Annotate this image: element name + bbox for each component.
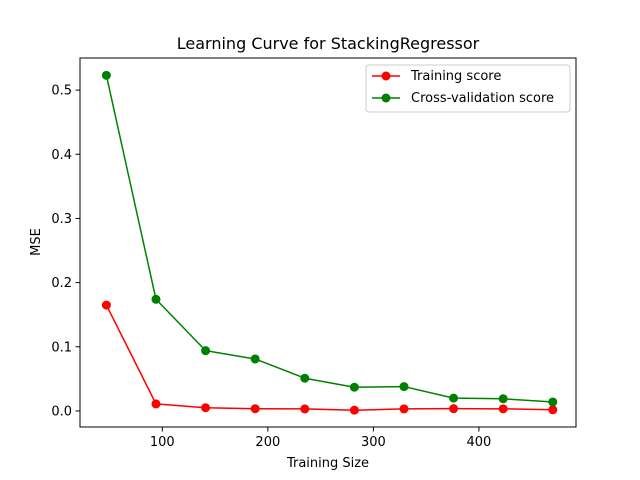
x-tick-label: 100 bbox=[150, 435, 175, 450]
data-point-cross-validation-score bbox=[349, 382, 359, 392]
x-axis: 100 200 300 400 bbox=[150, 427, 491, 450]
data-point-cross-validation-score bbox=[399, 382, 409, 392]
data-point-cross-validation-score bbox=[101, 70, 111, 80]
y-axis: 0.0 0.1 0.2 0.3 0.4 0.5 bbox=[51, 84, 80, 419]
x-tick-label: 400 bbox=[466, 435, 491, 450]
y-tick-label: 0.3 bbox=[51, 212, 72, 227]
y-tick-label: 0.4 bbox=[51, 148, 72, 163]
chart-title: Learning Curve for StackingRegressor bbox=[177, 34, 480, 53]
data-point-training-score bbox=[101, 300, 111, 310]
data-point-training-score bbox=[201, 403, 211, 413]
data-point-training-score bbox=[300, 404, 310, 414]
data-point-training-score bbox=[151, 399, 161, 409]
data-point-cross-validation-score bbox=[449, 393, 459, 403]
data-point-training-score bbox=[548, 405, 558, 415]
series-line-cross-validation-score bbox=[105, 75, 553, 403]
data-point-training-score bbox=[349, 405, 359, 415]
data-point-cross-validation-score bbox=[151, 294, 161, 304]
y-tick-label: 0.2 bbox=[51, 276, 72, 291]
x-tick-label: 300 bbox=[361, 435, 386, 450]
legend-marker-cross-validation bbox=[381, 93, 391, 103]
legend: Training score Cross-validation score bbox=[365, 64, 571, 113]
data-point-cross-validation-score bbox=[548, 397, 558, 407]
data-point-training-score bbox=[498, 404, 508, 414]
y-tick-label: 0.0 bbox=[51, 404, 72, 419]
y-tick-label: 0.5 bbox=[51, 84, 72, 99]
legend-marker-training bbox=[381, 71, 391, 81]
x-axis-label: Training Size bbox=[286, 456, 369, 471]
y-tick-label: 0.1 bbox=[51, 340, 72, 355]
data-point-training-score bbox=[250, 404, 260, 414]
plot-area-frame bbox=[79, 57, 577, 428]
series-line-training-score bbox=[105, 304, 553, 411]
x-tick-label: 200 bbox=[255, 435, 280, 450]
legend-box bbox=[365, 64, 571, 113]
legend-label-training: Training score bbox=[410, 69, 501, 84]
data-point-training-score bbox=[399, 404, 409, 414]
legend-label-cross-validation: Cross-validation score bbox=[411, 91, 554, 106]
data-point-cross-validation-score bbox=[250, 354, 260, 364]
data-point-cross-validation-score bbox=[201, 346, 211, 356]
data-point-cross-validation-score bbox=[498, 394, 508, 404]
series-layer bbox=[101, 70, 558, 415]
y-axis-label: MSE bbox=[29, 228, 44, 256]
data-point-training-score bbox=[449, 404, 459, 414]
data-point-cross-validation-score bbox=[300, 373, 310, 383]
